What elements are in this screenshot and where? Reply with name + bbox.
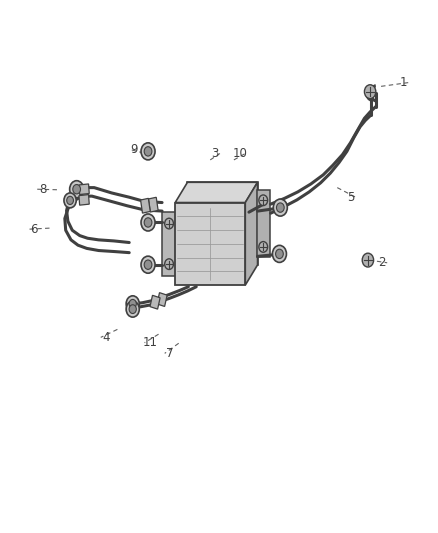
Circle shape [144,218,152,227]
FancyBboxPatch shape [257,190,270,257]
Circle shape [67,196,74,205]
Text: 5: 5 [347,191,354,204]
Polygon shape [175,182,258,203]
Circle shape [273,199,287,216]
FancyBboxPatch shape [162,212,176,276]
Circle shape [259,195,268,206]
Circle shape [364,85,376,99]
Text: 11: 11 [142,336,157,349]
Text: 7: 7 [166,347,174,360]
Circle shape [165,218,173,229]
Circle shape [64,193,76,208]
Text: 1: 1 [399,76,407,89]
Circle shape [276,249,283,259]
Circle shape [141,214,155,231]
Circle shape [165,259,173,270]
FancyBboxPatch shape [175,203,245,285]
Text: 8: 8 [39,183,46,196]
Circle shape [129,305,136,313]
Text: 6: 6 [30,223,38,236]
Bar [157,293,167,306]
Circle shape [144,260,152,269]
Bar [141,198,150,213]
Circle shape [126,296,139,312]
Circle shape [362,253,374,267]
Polygon shape [245,182,258,285]
Text: 4: 4 [102,331,110,344]
Bar [79,184,89,195]
Circle shape [144,147,152,156]
Text: 2: 2 [378,256,386,269]
Circle shape [129,300,136,308]
Circle shape [141,256,155,273]
Circle shape [259,241,268,252]
Circle shape [272,245,286,262]
Circle shape [73,184,81,194]
Circle shape [126,301,139,317]
Bar [150,295,160,309]
Circle shape [70,181,84,198]
Bar [79,195,89,205]
Text: 10: 10 [233,147,247,160]
Text: 3: 3 [211,147,218,160]
Circle shape [276,203,284,212]
Text: 9: 9 [130,143,138,156]
Circle shape [141,143,155,160]
Bar [148,197,158,212]
FancyBboxPatch shape [187,182,258,265]
